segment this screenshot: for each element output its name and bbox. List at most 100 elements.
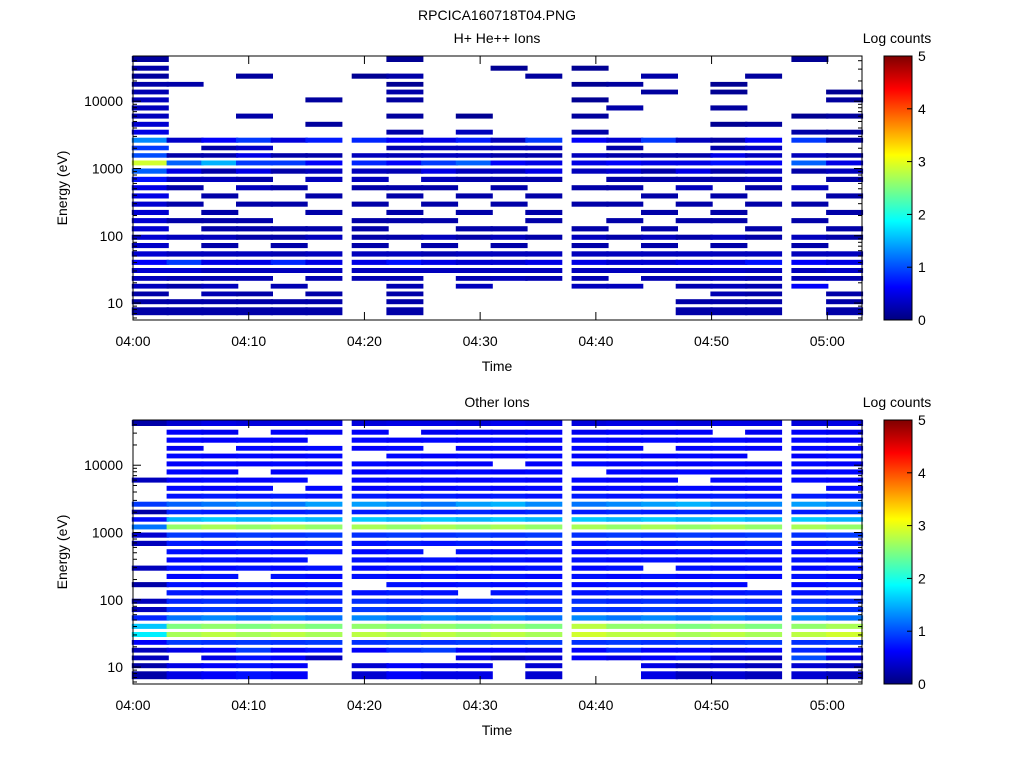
heatmap-cell	[236, 655, 273, 661]
heatmap-cell	[131, 65, 169, 71]
heatmap-cell	[305, 307, 343, 316]
heatmap-cell	[525, 565, 563, 571]
heatmap-cell	[571, 137, 609, 143]
heatmap-cell	[745, 429, 783, 435]
heatmap-cell	[525, 647, 563, 653]
heatmap-cell	[305, 632, 343, 637]
heatmap-cell	[201, 243, 239, 249]
heatmap-cell	[710, 663, 748, 669]
heatmap-cell	[351, 540, 389, 546]
heatmap-cell	[236, 168, 273, 174]
heatmap-cell	[490, 647, 528, 653]
heatmap-cell	[675, 573, 713, 579]
heatmap-cell	[791, 453, 829, 459]
heatmap-cell	[351, 640, 389, 645]
heatmap-cell	[236, 485, 273, 491]
heatmap-cell	[606, 268, 644, 273]
heatmap-cell	[641, 582, 678, 588]
heatmap-cell	[606, 549, 644, 555]
heatmap-cell	[351, 185, 389, 191]
heatmap-cell	[131, 420, 169, 426]
heatmap-cell	[270, 437, 308, 443]
heatmap-cell	[571, 532, 609, 538]
heatmap-cell	[791, 477, 829, 483]
heatmap-cell	[386, 89, 424, 95]
heatmap-cell	[351, 251, 389, 257]
heatmap-cell	[525, 549, 563, 555]
heatmap-cell	[455, 540, 493, 546]
heatmap-cell	[710, 251, 748, 257]
colorbar-label-h-he: Log counts	[863, 30, 932, 46]
heatmap-cell	[490, 532, 528, 538]
heatmap-cell	[270, 640, 308, 645]
heatmap-cell	[710, 590, 748, 596]
heatmap-cell	[236, 226, 273, 232]
heatmap-cell	[131, 160, 169, 166]
heatmap-cell	[351, 420, 389, 426]
heatmap-cell	[236, 461, 273, 467]
heatmap-cell	[490, 623, 528, 629]
heatmap-cell	[826, 573, 864, 579]
heatmap-cell	[606, 540, 644, 546]
heatmap-cell	[455, 453, 493, 459]
heatmap-cell	[791, 185, 829, 191]
heatmap-cell	[675, 259, 713, 265]
heatmap-cell	[826, 557, 864, 563]
heatmap-cell	[675, 453, 713, 459]
heatmap-cell	[606, 105, 644, 111]
heatmap-cell	[571, 243, 609, 249]
heatmap-cell	[421, 145, 459, 151]
heatmap-cell	[791, 113, 829, 119]
heatmap-cell	[606, 565, 644, 571]
heatmap-cell	[166, 615, 204, 621]
heatmap-cell	[791, 493, 829, 499]
heatmap-cell	[675, 218, 713, 224]
heatmap-cell	[166, 485, 204, 491]
heatmap-cell	[201, 640, 239, 645]
heatmap-cell	[455, 469, 493, 475]
heatmap-cell	[675, 429, 713, 435]
heatmap-cell	[791, 615, 829, 621]
heatmap-cell	[826, 129, 864, 135]
heatmap-cell	[525, 524, 563, 530]
heatmap-cell	[826, 299, 864, 305]
heatmap-cell	[421, 251, 459, 257]
heatmap-cell	[131, 598, 169, 604]
heatmap-cell	[675, 557, 713, 563]
heatmap-cell	[201, 276, 239, 281]
heatmap-cell	[606, 201, 644, 207]
heatmap-cell	[386, 557, 424, 563]
heatmap-cell	[606, 655, 644, 661]
heatmap-cell	[305, 445, 343, 451]
heatmap-cell	[525, 268, 563, 273]
heatmap-cell	[386, 540, 424, 546]
heatmap-cell	[606, 469, 644, 475]
heatmap-cell	[826, 153, 864, 158]
heatmap-cell	[351, 243, 389, 249]
heatmap-cell	[826, 137, 864, 143]
heatmap-cell	[236, 276, 273, 281]
heatmap-cell	[305, 615, 343, 621]
heatmap-cell	[675, 671, 713, 680]
heatmap-cell	[270, 632, 308, 637]
heatmap-cell	[351, 524, 389, 530]
heatmap-cell	[675, 185, 713, 191]
heatmap-cell	[236, 268, 273, 273]
heatmap-cell	[270, 623, 308, 629]
heatmap-cell	[236, 540, 273, 546]
heatmap-cell	[305, 573, 343, 579]
heatmap-cell	[351, 153, 389, 158]
heatmap-cell	[791, 663, 829, 669]
heatmap-cell	[166, 632, 204, 637]
heatmap-cell	[455, 663, 493, 669]
heatmap-cell	[745, 437, 783, 443]
heatmap-cell	[166, 517, 204, 522]
heatmap-cell	[490, 420, 528, 426]
y-tick-label: 10000	[84, 457, 123, 473]
x-tick-label: 04:10	[231, 333, 266, 349]
axes-h-he: 04:00 04:10 04:20 04:30 04:40 04:50 05:00 10 100…	[84, 56, 862, 349]
heatmap-cell	[166, 557, 204, 563]
heatmap-cell	[641, 509, 678, 515]
heatmap-cell	[236, 517, 273, 522]
